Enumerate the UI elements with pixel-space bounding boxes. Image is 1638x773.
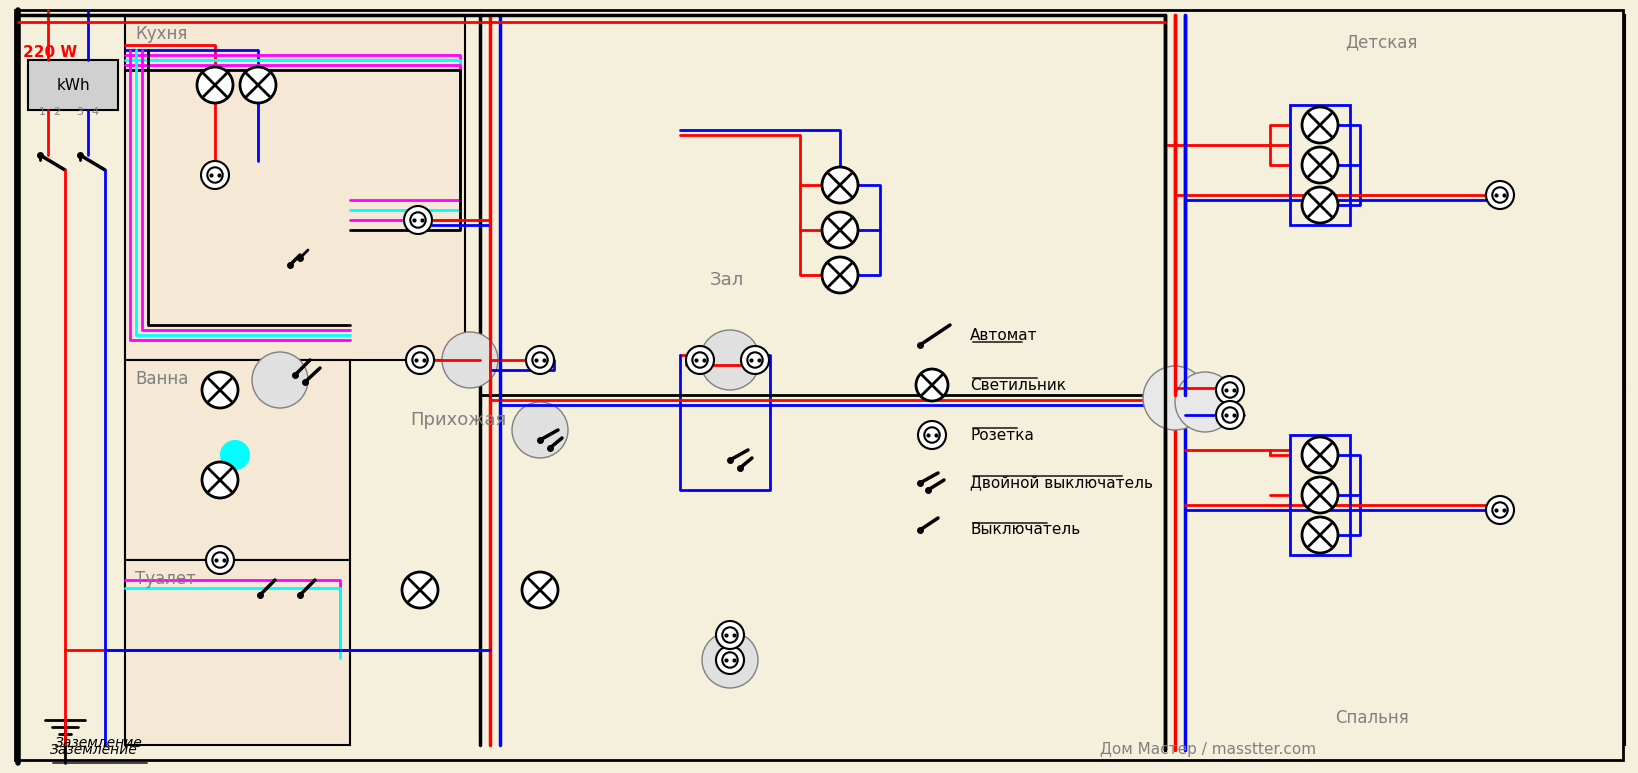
Text: 220 W: 220 W xyxy=(23,45,77,60)
Text: Розетка: Розетка xyxy=(970,427,1034,442)
Text: Туалет: Туалет xyxy=(134,570,197,588)
Circle shape xyxy=(1302,517,1338,553)
Text: 3: 3 xyxy=(77,107,84,117)
Text: 2: 2 xyxy=(54,107,61,117)
Bar xyxy=(124,15,465,360)
Circle shape xyxy=(822,167,858,203)
Text: Спальня: Спальня xyxy=(1335,709,1409,727)
Bar xyxy=(124,560,351,745)
Bar xyxy=(351,15,680,745)
Text: 1: 1 xyxy=(39,107,46,117)
Circle shape xyxy=(699,330,760,390)
Circle shape xyxy=(822,212,858,248)
Circle shape xyxy=(1302,187,1338,223)
Circle shape xyxy=(1302,437,1338,473)
Text: Автомат: Автомат xyxy=(970,328,1037,342)
Circle shape xyxy=(1215,401,1243,429)
Text: Заземление: Заземление xyxy=(56,736,143,750)
Text: kWh: kWh xyxy=(56,77,90,93)
Text: Ванна: Ванна xyxy=(134,370,188,388)
Circle shape xyxy=(252,352,308,408)
Bar xyxy=(1291,435,1350,555)
Bar xyxy=(1291,105,1350,225)
Circle shape xyxy=(740,346,768,374)
Bar xyxy=(28,60,118,110)
Circle shape xyxy=(1302,477,1338,513)
Circle shape xyxy=(716,621,744,649)
Circle shape xyxy=(1215,376,1243,404)
Bar xyxy=(1165,385,1625,745)
Circle shape xyxy=(442,332,498,388)
Bar xyxy=(124,360,351,560)
Circle shape xyxy=(1486,181,1514,209)
Circle shape xyxy=(523,572,559,608)
Circle shape xyxy=(1302,147,1338,183)
Circle shape xyxy=(916,369,948,401)
Circle shape xyxy=(201,462,238,498)
Circle shape xyxy=(513,402,568,458)
Circle shape xyxy=(197,67,233,103)
Circle shape xyxy=(703,632,758,688)
Circle shape xyxy=(401,572,437,608)
Text: Заземление: Заземление xyxy=(51,743,138,757)
Text: Выключатель: Выключатель xyxy=(970,523,1079,537)
Circle shape xyxy=(716,646,744,674)
Text: 4: 4 xyxy=(92,107,98,117)
Text: Кухня: Кухня xyxy=(134,25,187,43)
Circle shape xyxy=(405,206,432,234)
Circle shape xyxy=(526,346,554,374)
Circle shape xyxy=(686,346,714,374)
Circle shape xyxy=(406,346,434,374)
Text: Светильник: Светильник xyxy=(970,377,1066,393)
Circle shape xyxy=(201,372,238,408)
Circle shape xyxy=(1174,372,1235,432)
Circle shape xyxy=(917,421,947,449)
Text: Детская: Детская xyxy=(1345,33,1417,51)
Circle shape xyxy=(201,161,229,189)
Circle shape xyxy=(822,257,858,293)
Circle shape xyxy=(206,546,234,574)
Text: Прихожая: Прихожая xyxy=(410,411,506,429)
Circle shape xyxy=(221,441,249,469)
Circle shape xyxy=(241,67,275,103)
Circle shape xyxy=(1486,496,1514,524)
Bar xyxy=(1165,15,1625,385)
Circle shape xyxy=(1143,366,1207,430)
Text: Дом Мастер / masstter.com: Дом Мастер / masstter.com xyxy=(1101,742,1315,757)
Bar xyxy=(680,15,1165,745)
Text: Зал: Зал xyxy=(709,271,744,289)
Text: Двойной выключатель: Двойной выключатель xyxy=(970,475,1153,491)
Circle shape xyxy=(1302,107,1338,143)
